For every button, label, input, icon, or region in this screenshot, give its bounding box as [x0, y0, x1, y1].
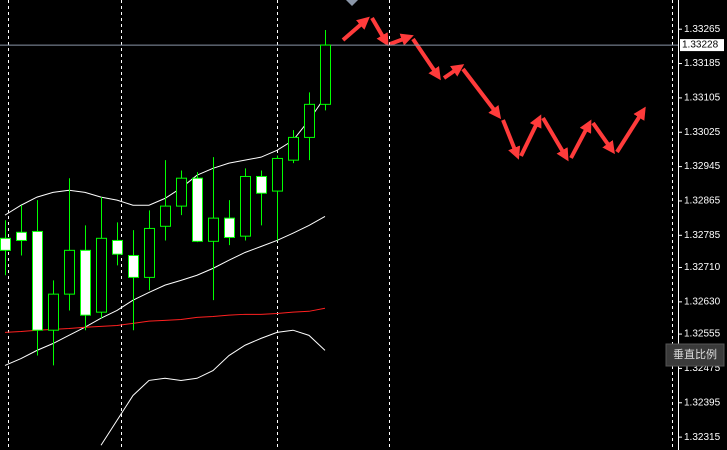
vertical-scale-button[interactable]: 垂直比例 [665, 343, 725, 367]
candle-body [256, 175, 267, 194]
y-tick-label: 1.32710 [684, 262, 721, 273]
y-tick-label: 1.33105 [684, 93, 721, 104]
candle-body [192, 177, 203, 242]
button-bg [665, 343, 725, 367]
y-tick-label: 1.32865 [684, 196, 721, 207]
candle-body [0, 237, 11, 251]
candle-body [320, 44, 331, 105]
candle-body [208, 217, 219, 242]
forecast-arrows [341, 16, 646, 162]
candle-body [176, 177, 187, 207]
last-price-label: 1.33228 [682, 40, 719, 51]
candle-body [96, 237, 107, 313]
y-tick-label: 1.32475 [684, 363, 721, 374]
candle-body [240, 175, 251, 237]
shift-marker [346, 0, 358, 6]
candle-body [80, 249, 91, 316]
indicator-line [100, 329, 326, 446]
y-tick-label: 1.33185 [684, 58, 721, 69]
y-tick-label: 1.32785 [684, 230, 721, 241]
y-tick-label: 1.32315 [684, 432, 721, 443]
candle-body [48, 293, 59, 331]
last-price-box [680, 39, 724, 52]
candle-body [128, 254, 139, 278]
vertical-separators [8, 0, 673, 450]
candle-body [304, 103, 315, 138]
y-tick-label: 1.32945 [684, 161, 721, 172]
indicator-line [4, 215, 326, 366]
y-tick-label: 1.32630 [684, 297, 721, 308]
y-tick-label: 1.33265 [684, 24, 721, 35]
candle-body [288, 136, 299, 161]
candle-body [64, 249, 75, 295]
candle-body [272, 157, 283, 192]
candle-body [16, 231, 27, 241]
candle-body [160, 205, 171, 227]
candle-body [112, 239, 123, 255]
y-tick-label: 1.32555 [684, 329, 721, 340]
button-label[interactable]: 垂直比例 [673, 347, 717, 361]
candle-body [224, 217, 235, 238]
candle-body [144, 227, 155, 278]
y-tick-label: 1.32395 [684, 397, 721, 408]
y-tick-label: 1.33025 [684, 127, 721, 138]
candle-body [32, 230, 43, 331]
